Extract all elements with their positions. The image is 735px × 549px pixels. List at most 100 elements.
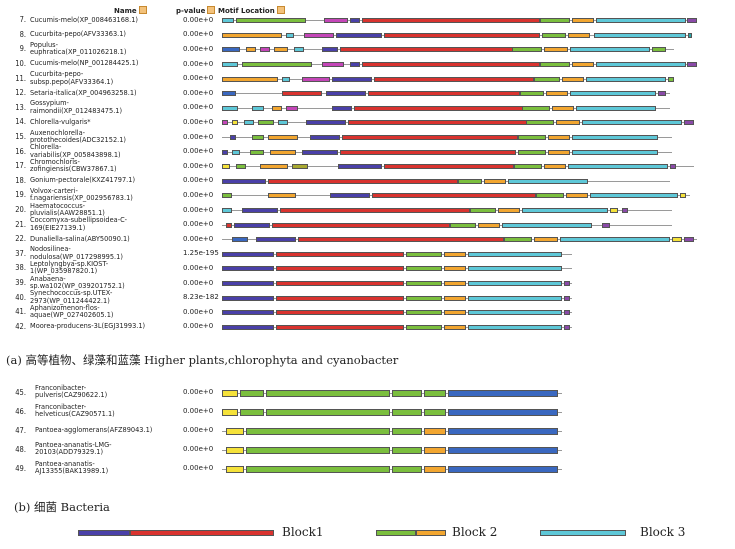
motif-block-green[interactable]: [406, 324, 442, 330]
motif-block-navy[interactable]: [230, 135, 236, 141]
motif-block-green[interactable]: [222, 193, 232, 199]
motif-block-green[interactable]: [246, 465, 390, 473]
motif-block-red[interactable]: [298, 237, 504, 243]
motif-block-orange[interactable]: [548, 149, 570, 155]
motif-block-navy[interactable]: [306, 120, 346, 126]
motif-block-navy[interactable]: [330, 193, 370, 199]
motif-block-navy[interactable]: [256, 237, 296, 243]
motif-block-orange[interactable]: [246, 47, 256, 53]
motif-block-orange[interactable]: [444, 281, 466, 287]
motif-block-orange[interactable]: [424, 465, 446, 473]
motif-block-orange[interactable]: [548, 135, 570, 141]
motif-block-yellow[interactable]: [222, 408, 238, 416]
motif-block-cyan[interactable]: [594, 32, 686, 38]
motif-block-purple[interactable]: [564, 295, 570, 301]
motif-block-blue[interactable]: [232, 237, 248, 243]
motif-block-magenta[interactable]: [286, 105, 298, 111]
motif-block-orange[interactable]: [274, 47, 288, 53]
motif-block-blue[interactable]: [448, 427, 558, 435]
motif-block-cyan[interactable]: [232, 149, 240, 155]
motif-block-green[interactable]: [252, 135, 264, 141]
motif-block-red[interactable]: [342, 135, 518, 141]
motif-block-green[interactable]: [242, 62, 312, 68]
motif-block-orange[interactable]: [268, 193, 296, 199]
motif-block-yellow[interactable]: [222, 164, 230, 170]
motif-block-red[interactable]: [362, 18, 540, 24]
motif-block-cyan[interactable]: [522, 208, 608, 214]
motif-block-orange[interactable]: [562, 76, 584, 82]
sort-icon[interactable]: [276, 6, 285, 14]
motif-block-purple[interactable]: [602, 222, 610, 228]
motif-block-orange[interactable]: [568, 32, 590, 38]
motif-block-red[interactable]: [340, 47, 518, 53]
motif-block-purple[interactable]: [687, 62, 697, 68]
motif-block-green[interactable]: [240, 389, 264, 397]
motif-block-magenta[interactable]: [260, 47, 270, 53]
motif-block-green[interactable]: [392, 389, 422, 397]
motif-block-orange[interactable]: [444, 266, 466, 272]
motif-block-navy[interactable]: [302, 149, 338, 155]
motif-block-navy[interactable]: [234, 222, 270, 228]
motif-block-yellow[interactable]: [226, 427, 244, 435]
motif-block-magenta[interactable]: [322, 62, 344, 68]
motif-block-orange[interactable]: [544, 164, 566, 170]
motif-block-green[interactable]: [450, 222, 476, 228]
motif-block-navy[interactable]: [222, 324, 274, 330]
motif-block-red[interactable]: [368, 91, 520, 97]
motif-block-green[interactable]: [406, 281, 442, 287]
motif-block-orange[interactable]: [478, 222, 500, 228]
motif-block-green[interactable]: [406, 266, 442, 272]
motif-block-orange[interactable]: [424, 446, 446, 454]
motif-block-orange[interactable]: [272, 105, 282, 111]
motif-block-teal[interactable]: [688, 32, 692, 38]
motif-block-blue[interactable]: [222, 47, 240, 53]
motif-block-orange[interactable]: [484, 178, 506, 184]
motif-block-red[interactable]: [226, 222, 232, 228]
motif-block-orange[interactable]: [552, 105, 574, 111]
motif-block-cyan[interactable]: [294, 47, 304, 53]
motif-block-cyan[interactable]: [282, 76, 290, 82]
motif-block-orange[interactable]: [544, 47, 568, 53]
motif-block-purple[interactable]: [687, 18, 697, 24]
motif-location-header[interactable]: Motif Location: [218, 6, 285, 15]
motif-block-red[interactable]: [384, 164, 514, 170]
motif-block-orange[interactable]: [270, 149, 296, 155]
motif-block-cyan[interactable]: [508, 178, 588, 184]
motif-block-purple[interactable]: [684, 237, 694, 243]
motif-block-red[interactable]: [276, 251, 404, 257]
motif-block-green[interactable]: [540, 62, 570, 68]
motif-block-red[interactable]: [362, 62, 540, 68]
motif-block-orange[interactable]: [546, 91, 568, 97]
motif-block-orange[interactable]: [444, 324, 466, 330]
motif-block-navy[interactable]: [332, 105, 352, 111]
motif-block-cyan[interactable]: [560, 237, 670, 243]
motif-block-navy[interactable]: [242, 208, 278, 214]
motif-block-green[interactable]: [392, 427, 422, 435]
motif-block-orange[interactable]: [260, 164, 288, 170]
name-header[interactable]: Name: [114, 6, 147, 15]
motif-block-red[interactable]: [374, 76, 534, 82]
motif-block-purple[interactable]: [670, 164, 676, 170]
motif-block-orange[interactable]: [444, 295, 466, 301]
motif-block-yellow[interactable]: [672, 237, 682, 243]
motif-block-purple[interactable]: [658, 91, 666, 97]
motif-block-yellow[interactable]: [226, 446, 244, 454]
motif-block-red[interactable]: [272, 222, 450, 228]
motif-block-blue[interactable]: [448, 465, 558, 473]
motif-block-cyan[interactable]: [502, 222, 592, 228]
motif-block-purple[interactable]: [564, 310, 570, 316]
motif-block-orange[interactable]: [572, 18, 594, 24]
motif-block-green[interactable]: [250, 149, 264, 155]
motif-block-yellow[interactable]: [222, 389, 238, 397]
motif-block-navy[interactable]: [222, 178, 266, 184]
motif-block-blue[interactable]: [448, 408, 558, 416]
motif-block-navy[interactable]: [222, 281, 274, 287]
motif-block-green[interactable]: [406, 310, 442, 316]
motif-block-cyan[interactable]: [572, 149, 658, 155]
motif-block-green[interactable]: [518, 149, 546, 155]
motif-block-cyan[interactable]: [590, 193, 678, 199]
motif-block-cyan[interactable]: [468, 266, 562, 272]
motif-block-cyan[interactable]: [582, 120, 682, 126]
motif-block-cyan[interactable]: [570, 47, 650, 53]
motif-block-navy[interactable]: [336, 32, 382, 38]
